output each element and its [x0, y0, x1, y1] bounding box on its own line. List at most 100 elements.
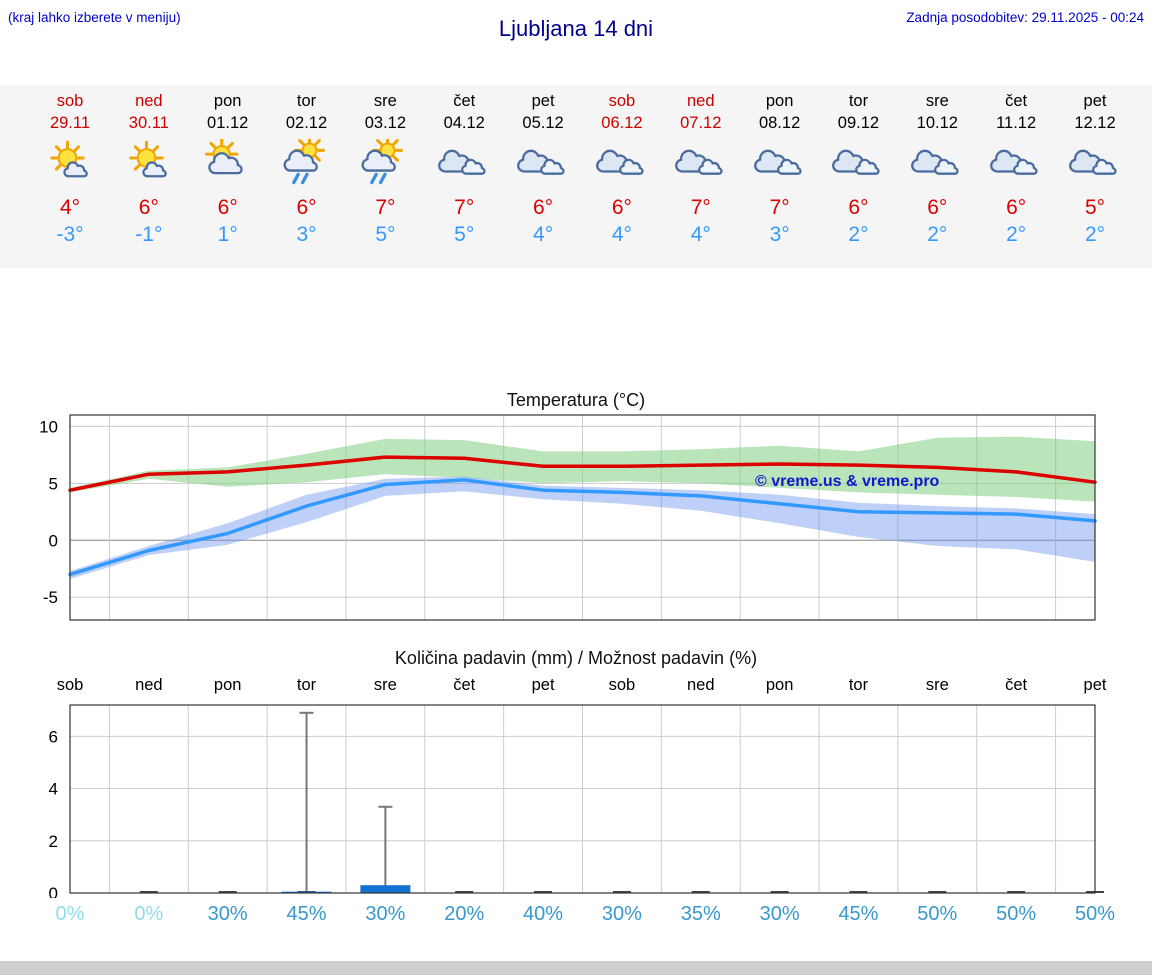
low-temp: 2° — [1006, 223, 1027, 246]
forecast-day[interactable]: sre 10.12 6° 2° — [895, 90, 979, 248]
partly-cloudy-icon — [199, 136, 257, 190]
day-name: pet — [531, 92, 555, 110]
day-date: 10.12 — [916, 114, 958, 132]
precip-probability: 30% — [759, 903, 800, 925]
day-name: pon — [213, 92, 242, 110]
svg-text:5: 5 — [49, 474, 58, 493]
low-temp: 4° — [690, 223, 711, 246]
day-name: tor — [848, 92, 869, 110]
forecast-day[interactable]: tor 02.12 6° 3° — [265, 90, 349, 248]
precip-day-label: pet — [531, 676, 555, 694]
svg-text:10: 10 — [39, 417, 58, 436]
precip-day-label: sre — [373, 676, 397, 694]
precip-chart: 6 4 2 0 — [49, 704, 1104, 898]
footer-bar — [0, 961, 1152, 975]
precip-probability: 0% — [55, 903, 85, 925]
low-temp: 2° — [927, 223, 948, 246]
precip-probability: 45% — [286, 903, 327, 925]
low-temp: 5° — [454, 223, 475, 246]
cloudy-icon — [908, 136, 966, 190]
high-temp: 6° — [1006, 196, 1027, 219]
precip-probability: 0% — [134, 903, 164, 925]
day-name: sre — [373, 92, 397, 110]
low-temp: 3° — [296, 223, 317, 246]
day-date: 11.12 — [996, 114, 1037, 132]
day-date: 02.12 — [285, 114, 328, 132]
svg-text:6: 6 — [49, 727, 58, 746]
forecast-day[interactable]: čet 11.12 6° 2° — [974, 90, 1058, 248]
forecast-day[interactable]: čet 04.12 7° 5° — [422, 90, 506, 248]
cloudy-icon — [514, 136, 572, 190]
day-name: sob — [56, 92, 84, 110]
precip-chart-title: Količina padavin (mm) / Možnost padavin … — [394, 648, 758, 668]
day-date: 08.12 — [758, 114, 801, 132]
forecast-day[interactable]: pet 12.12 5° 2° — [1053, 90, 1137, 248]
precip-day-label: ned — [135, 676, 163, 694]
precip-probability: 50% — [996, 903, 1037, 925]
high-temp: 7° — [454, 196, 475, 219]
forecast-strip: sob 29.11 4° -3° ned 30.11 6° -1° pon 01.12 6° 1° to… — [0, 85, 1152, 268]
high-temp: 6° — [533, 196, 554, 219]
low-temp: -3° — [56, 223, 84, 246]
page-title: Ljubljana 14 dni — [498, 16, 654, 41]
low-temp: -1° — [135, 223, 163, 246]
precip-probability: 50% — [917, 903, 958, 925]
precip-probability: 40% — [523, 903, 564, 925]
day-name: tor — [296, 92, 317, 110]
day-name: ned — [135, 92, 163, 110]
day-date: 04.12 — [443, 114, 485, 132]
day-date: 06.12 — [601, 114, 643, 132]
high-temp: 7° — [769, 196, 790, 219]
precip-day-label: sre — [925, 676, 949, 694]
day-date: 07.12 — [680, 114, 722, 132]
cloudy-icon — [829, 136, 887, 190]
day-name: sre — [925, 92, 949, 110]
day-name: čet — [1005, 92, 1028, 110]
precip-probability: 45% — [838, 903, 879, 925]
precip-day-label: sob — [56, 676, 84, 694]
high-temp: 5° — [1084, 196, 1106, 219]
day-date: 01.12 — [207, 114, 249, 132]
forecast-day[interactable]: tor 09.12 6° 2° — [816, 90, 900, 248]
forecast-day[interactable]: ned 30.11 6° -1° — [107, 90, 191, 248]
day-name: pon — [765, 92, 794, 110]
sunny-small-cloud-icon — [120, 136, 178, 190]
forecast-day[interactable]: ned 07.12 7° 4° — [659, 90, 743, 248]
sun-showers-icon — [356, 136, 414, 190]
precip-day-label: tor — [848, 676, 869, 694]
precip-probability: 30% — [365, 903, 406, 925]
cloudy-icon — [672, 136, 730, 190]
svg-text:0: 0 — [49, 531, 58, 550]
sunny-small-cloud-icon — [41, 136, 99, 190]
day-name: sob — [608, 92, 636, 110]
watermark-link: © vreme.us & vreme.pro — [755, 473, 940, 490]
svg-text:0: 0 — [49, 884, 58, 898]
svg-text:-5: -5 — [43, 588, 58, 607]
sun-showers-icon — [278, 136, 336, 190]
forecast-day[interactable]: pon 08.12 7° 3° — [738, 90, 822, 248]
day-date: 12.12 — [1074, 114, 1116, 132]
low-temp: 2° — [848, 223, 869, 246]
high-temp: 6° — [848, 196, 869, 219]
forecast-day[interactable]: pet 05.12 6° 4° — [501, 90, 585, 248]
high-temp: 6° — [217, 196, 238, 219]
temperature-chart-title: Temperatura (°C) — [506, 390, 646, 410]
low-temp: 2° — [1084, 223, 1106, 246]
high-temp: 7° — [375, 196, 396, 219]
high-temp: 7° — [690, 196, 711, 219]
precip-probability: 50% — [1074, 903, 1116, 925]
day-name: ned — [687, 92, 715, 110]
last-update: Zadnja posodobitev: 29.11.2025 - 00:24 — [906, 10, 1144, 25]
precip-day-label: pon — [765, 676, 794, 694]
cloudy-icon — [987, 136, 1045, 190]
svg-text:4: 4 — [49, 780, 58, 799]
low-temp: 4° — [533, 223, 554, 246]
forecast-day[interactable]: sob 29.11 4° -3° — [28, 90, 112, 248]
precip-day-label: tor — [296, 676, 317, 694]
day-date: 03.12 — [364, 114, 407, 132]
high-temp: 6° — [927, 196, 948, 219]
forecast-day[interactable]: sob 06.12 6° 4° — [580, 90, 664, 248]
forecast-day[interactable]: pon 01.12 6° 1° — [186, 90, 270, 248]
forecast-day[interactable]: sre 03.12 7° 5° — [343, 90, 427, 248]
